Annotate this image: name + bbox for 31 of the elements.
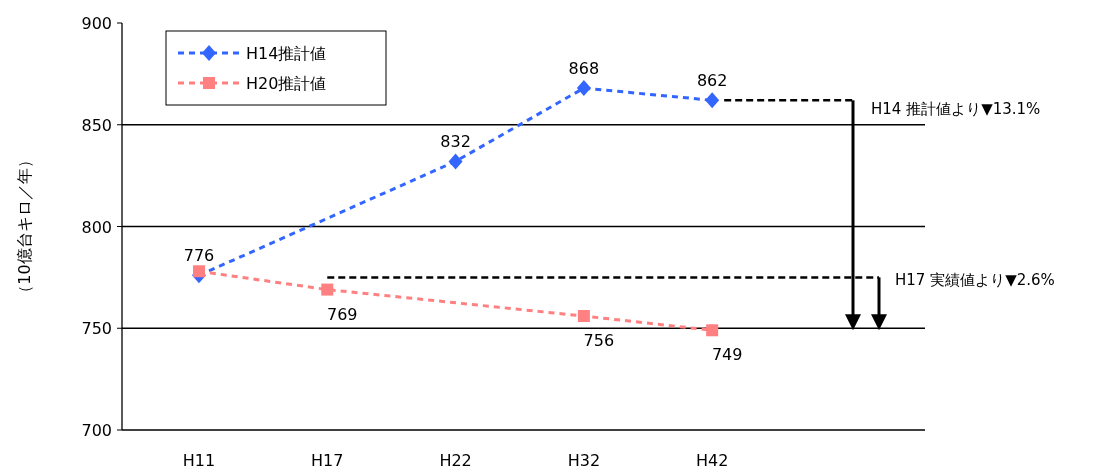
legend-item: H14推計値: [178, 44, 327, 63]
point: [706, 324, 719, 337]
x-tick-label: H11: [182, 451, 216, 470]
x-tick-label: H42: [695, 451, 729, 470]
legend-item: H20推計値: [178, 74, 327, 93]
legend-label: H20推計値: [246, 74, 327, 93]
point: [321, 283, 334, 296]
y-tick-label: 750: [81, 319, 112, 339]
x-tick-label: H17: [311, 451, 344, 470]
data-label: 769: [327, 304, 358, 324]
point: [705, 92, 720, 109]
data-label: 776: [183, 246, 215, 266]
legend-label: H14推計値: [246, 44, 327, 63]
y-tick-label: 700: [81, 421, 112, 440]
data-label: 749: [711, 345, 743, 365]
data-label: 868: [568, 59, 600, 79]
point: [576, 80, 591, 97]
y-tick-label: 900: [81, 14, 112, 33]
data-label: 862: [696, 71, 728, 91]
x-tick-label: H22: [439, 451, 472, 470]
x-tick-label: H32: [567, 451, 601, 470]
point: [448, 153, 463, 170]
ref-line-label: H14 推計値より▼13.1%: [871, 100, 1041, 119]
point: [192, 265, 205, 278]
y-tick-label: 850: [81, 115, 112, 135]
y-axis-title: （10億台キロ／年）: [15, 152, 34, 301]
ref-line-label: H17 実績値より▼2.6%: [895, 271, 1055, 290]
data-label: 756: [583, 331, 615, 351]
y-tick-label: 800: [81, 217, 112, 237]
data-label: 832: [440, 132, 471, 152]
point: [577, 310, 590, 323]
